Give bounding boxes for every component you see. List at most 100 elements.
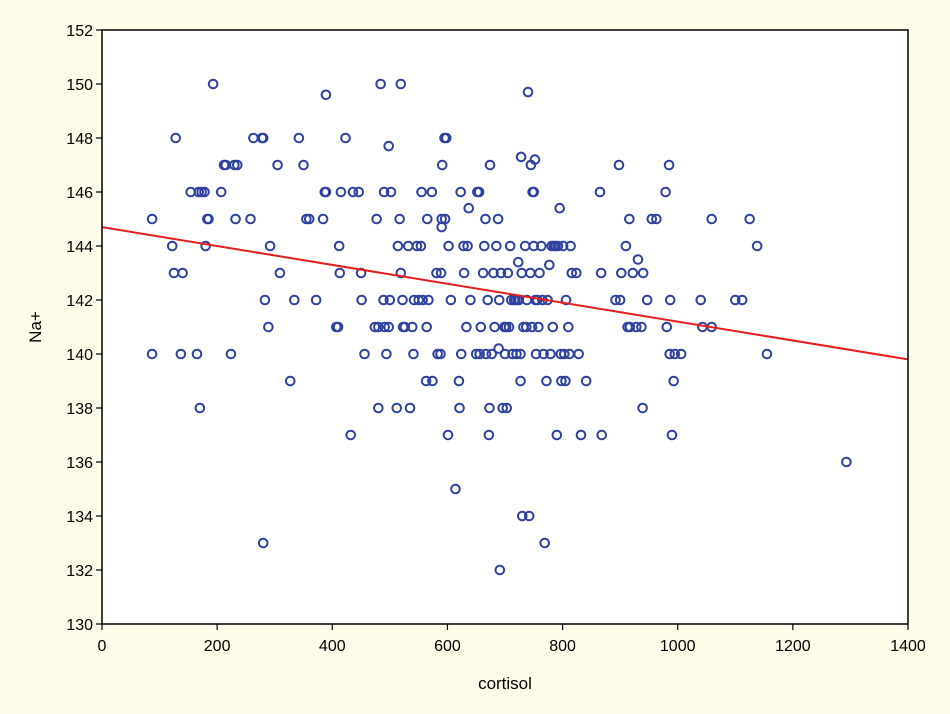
data-point — [502, 267, 514, 279]
data-point — [669, 348, 681, 360]
data-point — [166, 240, 178, 252]
data-point — [614, 294, 626, 306]
data-point — [458, 240, 469, 252]
data-point — [177, 267, 188, 279]
data-point — [231, 159, 243, 171]
data-point — [493, 343, 504, 354]
plot-frame — [101, 29, 909, 625]
data-point — [530, 348, 542, 360]
data-point — [533, 321, 544, 333]
data-point — [334, 267, 346, 279]
data-point — [515, 348, 526, 360]
data-point — [492, 213, 504, 225]
data-point — [436, 159, 448, 171]
data-point — [320, 89, 332, 101]
data-point — [488, 267, 499, 279]
data-point — [225, 348, 237, 360]
data-point — [668, 375, 679, 387]
data-point — [407, 321, 418, 333]
data-point — [203, 213, 214, 225]
data-point — [453, 375, 465, 387]
data-point — [378, 186, 390, 198]
data-point — [384, 294, 396, 306]
data-point — [470, 348, 482, 360]
data-point — [627, 267, 639, 279]
data-point — [408, 348, 419, 360]
data-point — [415, 240, 427, 252]
x-tick-label: 1000 — [660, 638, 696, 655]
data-point — [373, 402, 384, 414]
data-point — [385, 186, 397, 198]
data-point — [624, 321, 636, 333]
data-point — [484, 402, 495, 414]
x-axis-ticks: 0 200 400 600 800 1000 1200 1400 — [98, 624, 926, 655]
data-point — [194, 402, 206, 414]
data-point — [215, 186, 227, 198]
y-tick-label: 146 — [66, 185, 93, 202]
data-point — [596, 429, 608, 441]
data-point — [497, 402, 508, 414]
data-point — [551, 429, 563, 441]
data-point — [463, 202, 475, 214]
data-point — [491, 240, 502, 252]
data-point — [257, 537, 269, 549]
data-point — [404, 402, 416, 414]
data-point — [435, 348, 446, 360]
data-point — [630, 321, 642, 333]
data-point — [473, 186, 485, 198]
data-point — [541, 375, 552, 387]
data-point — [595, 267, 607, 279]
data-point — [528, 186, 540, 198]
data-point — [207, 78, 219, 90]
data-point — [170, 132, 181, 144]
data-point — [494, 564, 506, 576]
data-point — [259, 294, 271, 306]
data-point — [556, 375, 567, 387]
x-tick-label: 200 — [204, 638, 231, 655]
data-point — [411, 240, 423, 252]
data-point — [641, 294, 653, 306]
data-point — [431, 267, 442, 279]
data-point — [501, 402, 513, 414]
data-point — [534, 267, 545, 279]
data-point — [200, 240, 211, 252]
data-point — [455, 186, 466, 198]
data-point — [580, 375, 592, 387]
data-point — [563, 321, 574, 333]
data-point — [435, 267, 447, 279]
data-point — [413, 294, 424, 306]
data-point — [320, 186, 332, 198]
data-point — [263, 321, 274, 333]
data-point — [146, 348, 158, 360]
data-point — [293, 132, 305, 144]
data-point — [538, 348, 549, 360]
x-tick-label: 1400 — [890, 638, 926, 655]
data-point — [558, 348, 570, 360]
data-point — [511, 348, 522, 360]
data-point — [560, 375, 571, 387]
data-point — [421, 321, 433, 333]
data-point — [298, 159, 309, 171]
data-point — [695, 294, 707, 306]
data-point — [465, 294, 476, 306]
data-point — [613, 159, 625, 171]
data-point — [347, 186, 359, 198]
data-point — [416, 186, 427, 198]
data-point — [395, 267, 407, 279]
y-tick-label: 136 — [66, 455, 93, 472]
data-point — [480, 213, 491, 225]
data-point — [751, 240, 763, 252]
data-point — [373, 321, 384, 333]
data-point — [566, 267, 578, 279]
data-point — [383, 321, 395, 333]
data-point — [761, 348, 773, 360]
data-point — [495, 267, 507, 279]
data-point — [512, 256, 524, 268]
data-point — [443, 240, 454, 252]
data-points — [146, 78, 852, 576]
data-point — [191, 348, 203, 360]
data-point — [539, 537, 551, 549]
data-point — [480, 348, 492, 360]
data-point — [523, 510, 535, 522]
